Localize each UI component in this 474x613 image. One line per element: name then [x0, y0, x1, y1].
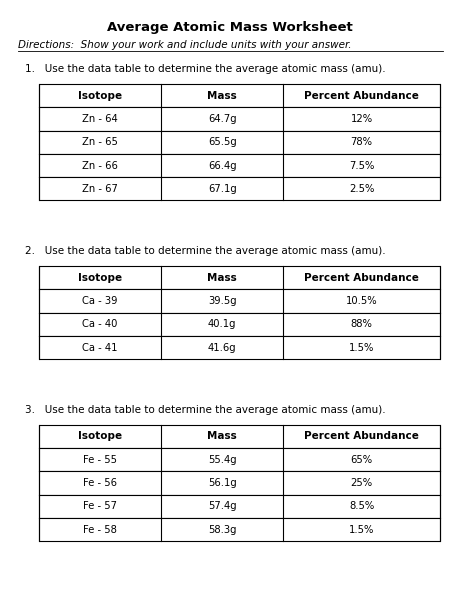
Text: Isotope: Isotope: [78, 91, 122, 101]
Text: Percent Abundance: Percent Abundance: [304, 273, 419, 283]
Text: 2.   Use the data table to determine the average atomic mass (amu).: 2. Use the data table to determine the a…: [25, 246, 386, 256]
Text: Mass: Mass: [207, 273, 237, 283]
Text: Zn - 64: Zn - 64: [82, 114, 118, 124]
Text: 65.5g: 65.5g: [208, 137, 237, 147]
Text: Fe - 58: Fe - 58: [83, 525, 117, 535]
Text: 56.1g: 56.1g: [208, 478, 237, 488]
Text: 78%: 78%: [350, 137, 373, 147]
Text: Mass: Mass: [207, 91, 237, 101]
Text: Zn - 65: Zn - 65: [82, 137, 118, 147]
Bar: [39, 289, 440, 313]
Text: Zn - 66: Zn - 66: [82, 161, 118, 170]
Bar: [39, 154, 440, 177]
Bar: [39, 177, 440, 200]
Text: 57.4g: 57.4g: [208, 501, 237, 511]
Text: 8.5%: 8.5%: [349, 501, 374, 511]
Bar: [39, 518, 440, 541]
Text: 64.7g: 64.7g: [208, 114, 237, 124]
Bar: [39, 131, 440, 154]
Text: 67.1g: 67.1g: [208, 184, 237, 194]
Text: Isotope: Isotope: [78, 273, 122, 283]
Text: 3.   Use the data table to determine the average atomic mass (amu).: 3. Use the data table to determine the a…: [25, 405, 386, 415]
Text: Ca - 40: Ca - 40: [82, 319, 118, 329]
Text: Ca - 39: Ca - 39: [82, 296, 118, 306]
Text: 88%: 88%: [351, 319, 373, 329]
Text: 1.5%: 1.5%: [349, 525, 374, 535]
Text: 7.5%: 7.5%: [349, 161, 374, 170]
Text: Fe - 57: Fe - 57: [83, 501, 117, 511]
Text: 1.5%: 1.5%: [349, 343, 374, 352]
Text: Fe - 56: Fe - 56: [83, 478, 117, 488]
Text: Zn - 67: Zn - 67: [82, 184, 118, 194]
Text: 39.5g: 39.5g: [208, 296, 237, 306]
Text: Percent Abundance: Percent Abundance: [304, 432, 419, 441]
Text: Fe - 55: Fe - 55: [83, 455, 117, 465]
Text: 55.4g: 55.4g: [208, 455, 237, 465]
Bar: [39, 448, 440, 471]
Text: Isotope: Isotope: [78, 432, 122, 441]
Text: 12%: 12%: [350, 114, 373, 124]
Text: Directions:  Show your work and include units with your answer.: Directions: Show your work and include u…: [18, 40, 352, 50]
Text: 2.5%: 2.5%: [349, 184, 374, 194]
Bar: [39, 84, 440, 107]
Bar: [39, 471, 440, 495]
Text: 40.1g: 40.1g: [208, 319, 237, 329]
Text: Percent Abundance: Percent Abundance: [304, 91, 419, 101]
Text: 66.4g: 66.4g: [208, 161, 237, 170]
Bar: [39, 266, 440, 289]
Text: Mass: Mass: [207, 432, 237, 441]
Text: 65%: 65%: [350, 455, 373, 465]
Text: 1.   Use the data table to determine the average atomic mass (amu).: 1. Use the data table to determine the a…: [25, 64, 386, 74]
Text: Average Atomic Mass Worksheet: Average Atomic Mass Worksheet: [108, 21, 353, 34]
Bar: [39, 313, 440, 336]
Text: 58.3g: 58.3g: [208, 525, 237, 535]
Text: 25%: 25%: [350, 478, 373, 488]
Text: 10.5%: 10.5%: [346, 296, 377, 306]
Bar: [39, 336, 440, 359]
Bar: [39, 425, 440, 448]
Bar: [39, 495, 440, 518]
Text: Ca - 41: Ca - 41: [82, 343, 118, 352]
Bar: [39, 107, 440, 131]
Text: 41.6g: 41.6g: [208, 343, 237, 352]
